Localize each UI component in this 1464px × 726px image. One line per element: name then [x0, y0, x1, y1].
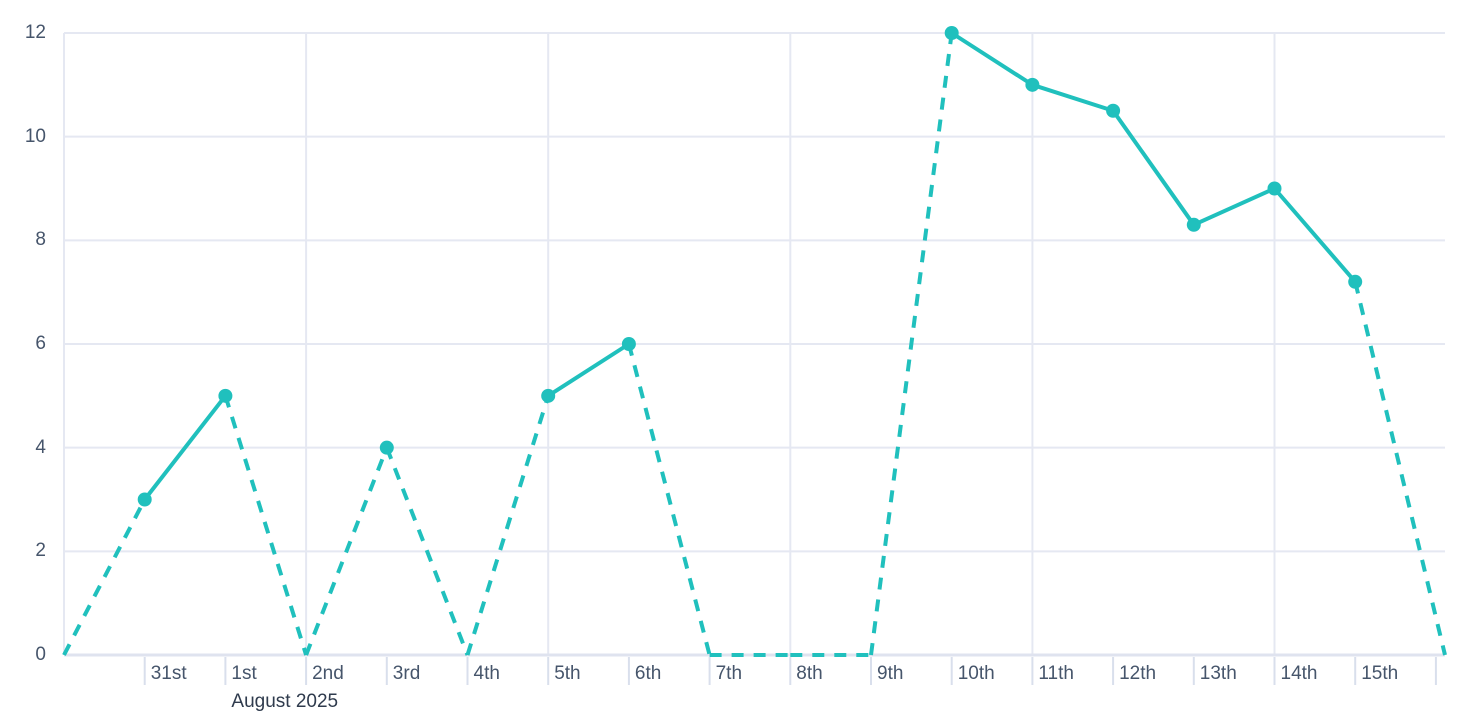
x-axis-tick-label: 4th — [473, 663, 500, 684]
line-segment-solid — [1191, 186, 1277, 227]
x-axis-tick-label: 15th — [1361, 663, 1399, 684]
line-segment-dashed — [1353, 281, 1447, 656]
line-segment-dashed — [62, 498, 147, 656]
x-axis-tick-label: 3rd — [392, 663, 421, 684]
x-axis-tick-label: 31st — [150, 663, 187, 684]
x-axis-tick-label: 2nd — [312, 663, 344, 684]
line-segment-solid — [546, 342, 631, 398]
horizontal-gridlines — [64, 32, 1445, 656]
x-axis-tick-label: 1st — [231, 663, 257, 684]
x-axis-tick-label: 8th — [796, 663, 823, 684]
x-axis-tick-label: 7th — [715, 663, 743, 684]
data-point-marker[interactable] — [541, 388, 556, 403]
y-axis-tick-label: 4 — [35, 436, 46, 458]
line-segment-dashed — [223, 395, 309, 656]
line-segment-dashed — [869, 32, 954, 656]
data-point-marker[interactable] — [621, 337, 636, 351]
series-data-points — [137, 26, 1363, 507]
y-axis-tick-label: 8 — [35, 229, 46, 251]
data-point-marker[interactable] — [1186, 217, 1201, 232]
line-segment-solid — [142, 393, 228, 502]
line-segment-solid — [1272, 186, 1358, 284]
x-axis-tick-label: 5th — [554, 663, 581, 684]
y-axis-tick-label: 0 — [35, 644, 46, 665]
line-segment-solid — [949, 31, 1035, 87]
x-axis-tick-label: 11th — [1038, 663, 1074, 684]
line-segment-dashed — [304, 446, 389, 656]
line-segment-solid — [1030, 82, 1116, 113]
y-axis-tick-label: 12 — [24, 22, 46, 43]
x-axis-tick-label: 14th — [1280, 663, 1318, 684]
x-axis-tick-label: 6th — [634, 663, 662, 684]
vertical-gridlines — [63, 33, 1276, 655]
data-point-marker[interactable] — [379, 440, 394, 455]
data-point-marker[interactable] — [944, 26, 959, 40]
line-segment-dashed — [626, 343, 712, 656]
x-axis-tick-label: 12th — [1119, 663, 1157, 684]
line-segment-dashed — [384, 446, 470, 656]
data-point-marker[interactable] — [1025, 77, 1040, 92]
x-axis-tick-label: 10th — [957, 663, 995, 684]
data-point-marker[interactable] — [218, 388, 233, 403]
data-point-marker[interactable] — [1267, 181, 1282, 196]
x-axis-tick-label: 13th — [1199, 663, 1237, 684]
line-segment-solid — [1111, 108, 1196, 227]
series-line-path — [62, 31, 1447, 657]
y-axis-tick-label: 2 — [35, 540, 46, 562]
y-axis-tick-label: 6 — [35, 333, 46, 354]
x-axis-period-label: August 2025 — [231, 691, 339, 712]
y-axis-tick-label: 10 — [24, 125, 46, 147]
data-point-marker[interactable] — [137, 492, 152, 507]
data-point-marker[interactable] — [1348, 274, 1363, 289]
line-segment-dashed — [465, 395, 551, 656]
data-point-marker[interactable] — [1106, 103, 1121, 118]
x-axis-tick-label: 9th — [877, 663, 904, 684]
axis-tick-marks — [64, 653, 1445, 685]
